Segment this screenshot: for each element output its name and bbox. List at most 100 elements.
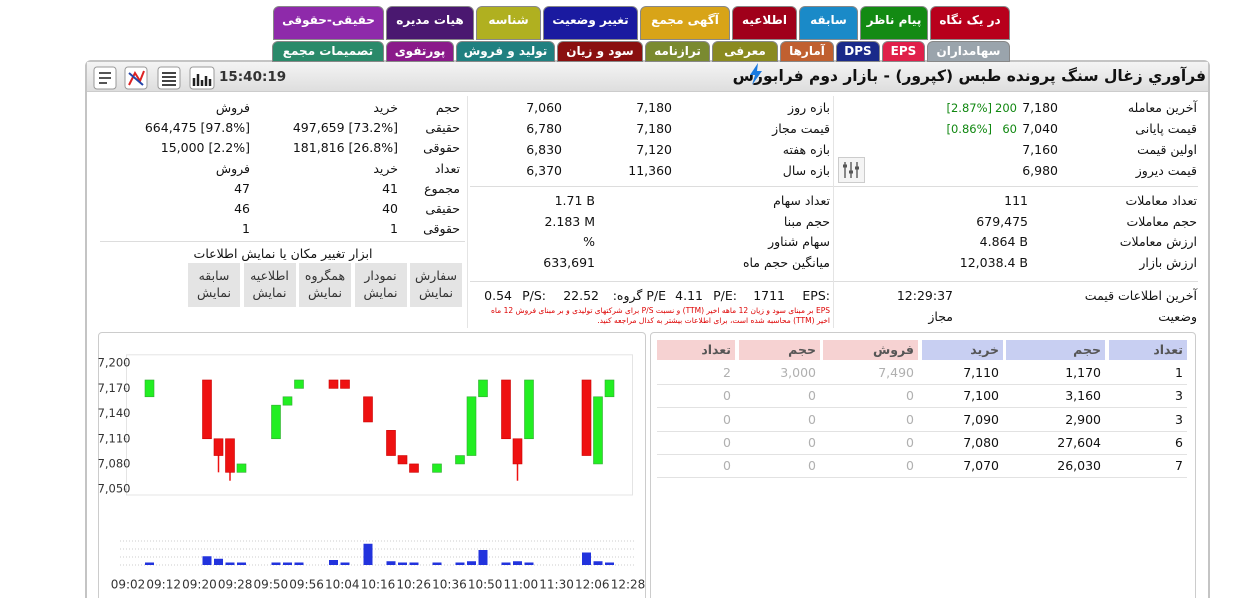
table-header: فروش bbox=[215, 100, 250, 115]
tab[interactable]: EPS bbox=[882, 41, 925, 62]
tab[interactable]: DPS bbox=[836, 41, 880, 62]
stat-label: سهام شناور bbox=[768, 234, 830, 250]
volume-bar bbox=[409, 562, 419, 565]
icon-doc-lines bbox=[99, 72, 111, 84]
y-tick-label: 7,170 bbox=[98, 381, 131, 395]
table-cell: 41 bbox=[382, 181, 398, 196]
range-high: 7,180 bbox=[636, 121, 672, 136]
tab[interactable]: سود و زیان bbox=[557, 41, 643, 62]
ratio-label: P/S: bbox=[522, 288, 546, 303]
tool-button[interactable]: همگروه نمایش bbox=[299, 263, 351, 307]
tab[interactable]: تغییر وضعیت bbox=[543, 6, 638, 40]
candle-body bbox=[524, 379, 534, 440]
order-book-header: حجم bbox=[739, 340, 820, 360]
volume-bar bbox=[202, 556, 212, 565]
chart: 7,200 7,170 7,140 7,110 7,080 7,050 09:02 09:12… bbox=[98, 354, 645, 592]
candle-body bbox=[236, 463, 247, 473]
tool-button-text: نمایش bbox=[252, 285, 287, 300]
range-low: 7,060 bbox=[526, 100, 562, 115]
candle-body bbox=[501, 379, 511, 440]
candle-body bbox=[581, 379, 592, 456]
tab[interactable]: معرفی bbox=[712, 41, 778, 62]
candle-body bbox=[225, 438, 235, 473]
y-tick-label: 7,080 bbox=[98, 456, 131, 470]
stat-value: 633,691 bbox=[543, 255, 595, 271]
order-book-header: خرید bbox=[922, 340, 1003, 360]
candle-body bbox=[409, 463, 419, 473]
sell-cell: 0 bbox=[906, 434, 914, 450]
volume-bar bbox=[386, 561, 396, 565]
volume-bar bbox=[605, 562, 614, 565]
candle-body bbox=[340, 379, 350, 389]
candle-body bbox=[282, 396, 293, 406]
info-label: آخرین اطلاعات قیمت bbox=[1084, 288, 1197, 303]
order-book-header: فروش bbox=[823, 340, 918, 360]
tab[interactable]: اطلاعیه bbox=[732, 6, 797, 40]
tab[interactable]: حقیقی-حقوقی bbox=[273, 6, 384, 40]
icon-network-line2 bbox=[128, 72, 144, 86]
tool-button-text: سابقه bbox=[198, 268, 230, 283]
x-tick-label: 09:12 bbox=[146, 578, 181, 592]
buy-cell: 7,100 bbox=[963, 388, 999, 404]
tool-button[interactable]: سابقه نمایش bbox=[188, 263, 240, 307]
volume-bar bbox=[593, 561, 603, 565]
trade-value: 111 bbox=[1004, 193, 1028, 208]
trade-label: ارزش بازار bbox=[1139, 255, 1197, 271]
volume-bar bbox=[501, 562, 511, 565]
ratio-label: P/E: bbox=[713, 288, 737, 303]
candle-body bbox=[397, 455, 408, 465]
candle-body bbox=[328, 379, 339, 389]
sell-cell: 0 bbox=[808, 388, 816, 404]
tool-button[interactable]: سفارش نمایش bbox=[410, 263, 462, 307]
candle-body bbox=[202, 379, 212, 440]
row-divider bbox=[657, 477, 1187, 479]
table-row-label: حقیقی bbox=[425, 120, 460, 135]
tab[interactable]: شناسه bbox=[476, 6, 541, 40]
volume-bar bbox=[363, 543, 373, 565]
tool-button[interactable]: اطلاعیه نمایش bbox=[243, 263, 296, 307]
volume-bar bbox=[340, 562, 350, 565]
table-row-label: حقوقی bbox=[423, 140, 460, 155]
tool-button[interactable]: نمودار نمایش bbox=[354, 263, 407, 307]
icon-network-line bbox=[128, 70, 145, 86]
flash-path bbox=[750, 63, 762, 85]
sell-cell: 0 bbox=[723, 434, 731, 450]
tab[interactable]: در یک نگاه bbox=[930, 6, 1010, 40]
info-value: 12:29:37 bbox=[896, 288, 953, 303]
volume-bar bbox=[513, 561, 522, 565]
tab[interactable]: پورتفوی bbox=[386, 41, 454, 62]
price-percent: [0.86%] bbox=[946, 122, 992, 136]
tab[interactable]: ترازنامه bbox=[645, 41, 710, 62]
tab[interactable]: هیات مدیره bbox=[386, 6, 474, 40]
tool-button-text: سفارش bbox=[415, 268, 457, 283]
volume-bar bbox=[455, 562, 465, 565]
row-divider bbox=[657, 407, 1187, 409]
tab[interactable]: آمارها bbox=[780, 41, 834, 62]
volume-bar bbox=[478, 550, 488, 565]
table-header: تعداد bbox=[434, 161, 460, 176]
tab[interactable]: تصمیمات مجمع bbox=[272, 41, 384, 62]
tab[interactable]: آگهی مجمع bbox=[640, 6, 730, 40]
price-label: اولین قیمت bbox=[1137, 142, 1197, 157]
settings-icon[interactable] bbox=[838, 157, 865, 183]
tab[interactable]: سابقه bbox=[799, 6, 858, 40]
candle-body bbox=[512, 438, 523, 465]
separator bbox=[100, 241, 465, 242]
icon-bars[interactable] bbox=[189, 66, 215, 90]
header-bar bbox=[87, 62, 1208, 92]
buy-cell: 7,090 bbox=[963, 411, 999, 427]
tab[interactable]: پیام ناظر bbox=[860, 6, 928, 40]
tab[interactable]: سهامداران bbox=[927, 41, 1010, 62]
flash-icon bbox=[750, 63, 762, 85]
tab[interactable]: تولید و فروش bbox=[456, 41, 555, 62]
table-cell: 1 bbox=[242, 221, 250, 236]
volume-bar bbox=[524, 562, 534, 565]
sell-cell: 7,490 bbox=[878, 365, 914, 380]
trade-label: تعداد معاملات bbox=[1125, 193, 1197, 208]
table-header: فروش bbox=[215, 161, 250, 176]
buy-cell: 26,030 bbox=[1057, 458, 1101, 474]
y-tick-label: 7,200 bbox=[98, 356, 131, 370]
x-tick-label: 12:28 bbox=[611, 578, 645, 592]
note: EPS بر مبنای سود و زیان 12 ماهه اخیر (TT… bbox=[490, 306, 830, 325]
sell-cell: 0 bbox=[808, 411, 816, 427]
